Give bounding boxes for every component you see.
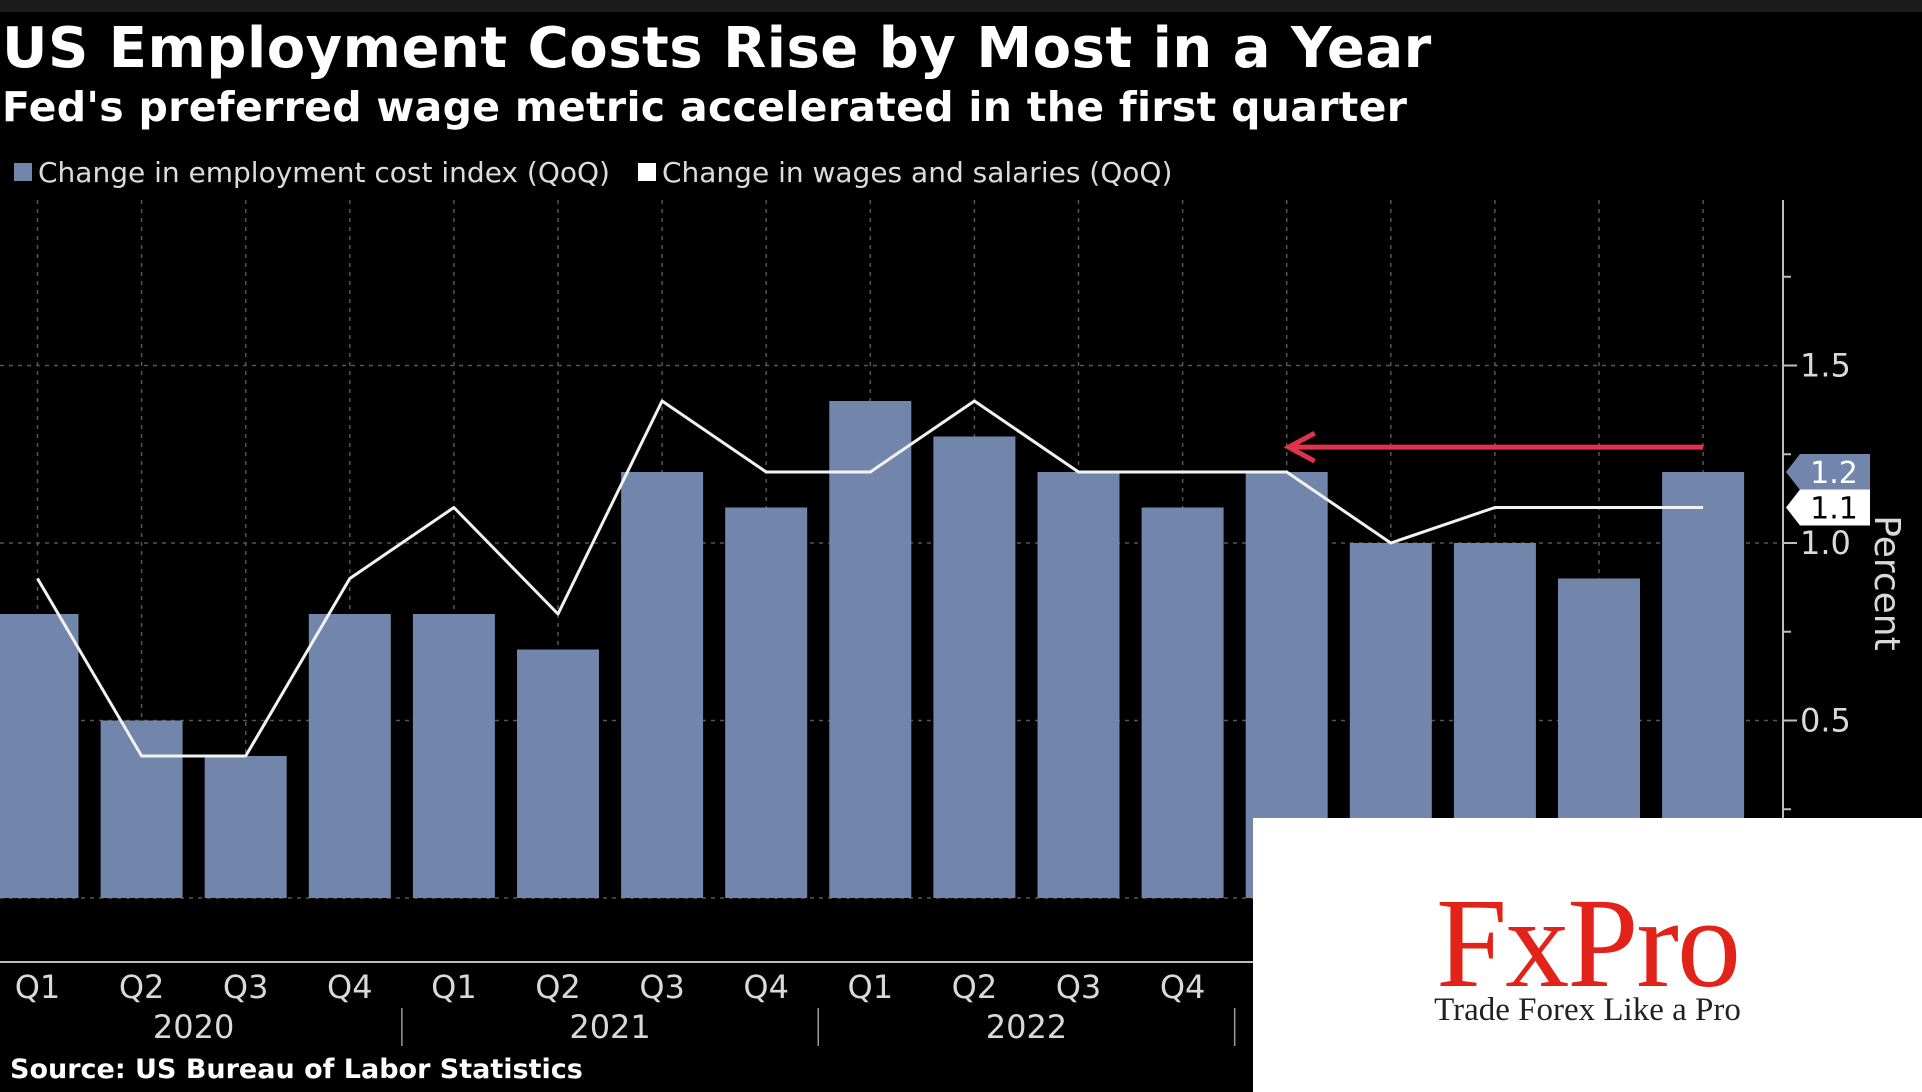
y-tick-label: 1.5 bbox=[1800, 347, 1851, 385]
chart-subtitle: Fed's preferred wage metric accelerated … bbox=[2, 83, 1408, 131]
x-tick-label: Q2 bbox=[535, 968, 581, 1006]
year-label: 2022 bbox=[986, 1008, 1067, 1046]
bar bbox=[204, 756, 287, 898]
bar bbox=[829, 401, 912, 898]
x-tick-label: Q4 bbox=[327, 968, 373, 1006]
value-badge-label: 1.1 bbox=[1810, 492, 1858, 527]
y-axis-title: Percent bbox=[1866, 515, 1907, 650]
logo-tagline: Trade Forex Like a Pro bbox=[1434, 992, 1741, 1028]
bar bbox=[412, 614, 495, 898]
bar bbox=[621, 472, 704, 898]
x-tick-label: Q3 bbox=[223, 968, 269, 1006]
x-tick-label: Q1 bbox=[15, 968, 61, 1006]
x-tick-label: Q3 bbox=[1056, 968, 1102, 1006]
value-badge bbox=[1786, 454, 1870, 490]
y-tick-label: 0.5 bbox=[1800, 702, 1851, 740]
annotation-layer: 1.21.1 bbox=[1283, 430, 1870, 527]
annotation-arrowhead bbox=[1283, 430, 1316, 464]
year-label: 2021 bbox=[569, 1008, 650, 1046]
y-tick-label: 1.0 bbox=[1800, 524, 1851, 562]
series-line-wages bbox=[36, 399, 1704, 758]
fxpro-logo: FxPro Trade Forex Like a Pro bbox=[1253, 818, 1922, 1092]
axis-layer: 0.5 1.0 1.5 Percent Q1 Q2 Q3 Q4 Q1 Q2 Q3 Q4 Q1 Q2 Q3 Q4… bbox=[0, 200, 1907, 1046]
top-strip bbox=[0, 0, 1922, 12]
bar bbox=[1141, 507, 1224, 898]
x-tick-label: Q2 bbox=[952, 968, 998, 1006]
source-note: Source: US Bureau of Labor Statistics bbox=[10, 1054, 583, 1085]
bar-layer bbox=[0, 401, 1745, 898]
value-badge bbox=[1786, 489, 1870, 526]
bar bbox=[1037, 472, 1120, 898]
x-tick-label: Q2 bbox=[119, 968, 165, 1006]
bar bbox=[517, 649, 599, 898]
bar bbox=[933, 436, 1016, 898]
legend: Change in employment cost index (QoQ) Ch… bbox=[14, 152, 1200, 192]
legend-item-ecI: Change in employment cost index (QoQ) bbox=[14, 156, 610, 189]
bar bbox=[0, 614, 79, 898]
logo-wordmark: FxPro bbox=[1436, 872, 1741, 1014]
x-tick-label: Q1 bbox=[431, 968, 477, 1006]
legend-label-ecI: Change in employment cost index (QoQ) bbox=[38, 155, 610, 189]
bar bbox=[100, 720, 183, 898]
value-badge-label: 1.2 bbox=[1810, 456, 1858, 491]
x-tick-label: Q4 bbox=[1160, 968, 1206, 1006]
chart-title: US Employment Costs Rise by Most in a Ye… bbox=[2, 16, 1432, 81]
x-tick-label: Q4 bbox=[743, 968, 789, 1006]
x-tick-label: Q1 bbox=[848, 968, 894, 1006]
bar bbox=[308, 614, 391, 898]
line-layer bbox=[36, 399, 1704, 758]
legend-item-wages: Change in wages and salaries (QoQ) bbox=[637, 155, 1173, 189]
bar bbox=[725, 507, 808, 898]
year-label: 2020 bbox=[153, 1008, 234, 1046]
legend-swatch-line bbox=[637, 163, 656, 181]
legend-label-wages: Change in wages and salaries (QoQ) bbox=[661, 155, 1173, 189]
x-tick-label: Q3 bbox=[639, 968, 685, 1006]
legend-swatch-bar bbox=[14, 163, 32, 181]
